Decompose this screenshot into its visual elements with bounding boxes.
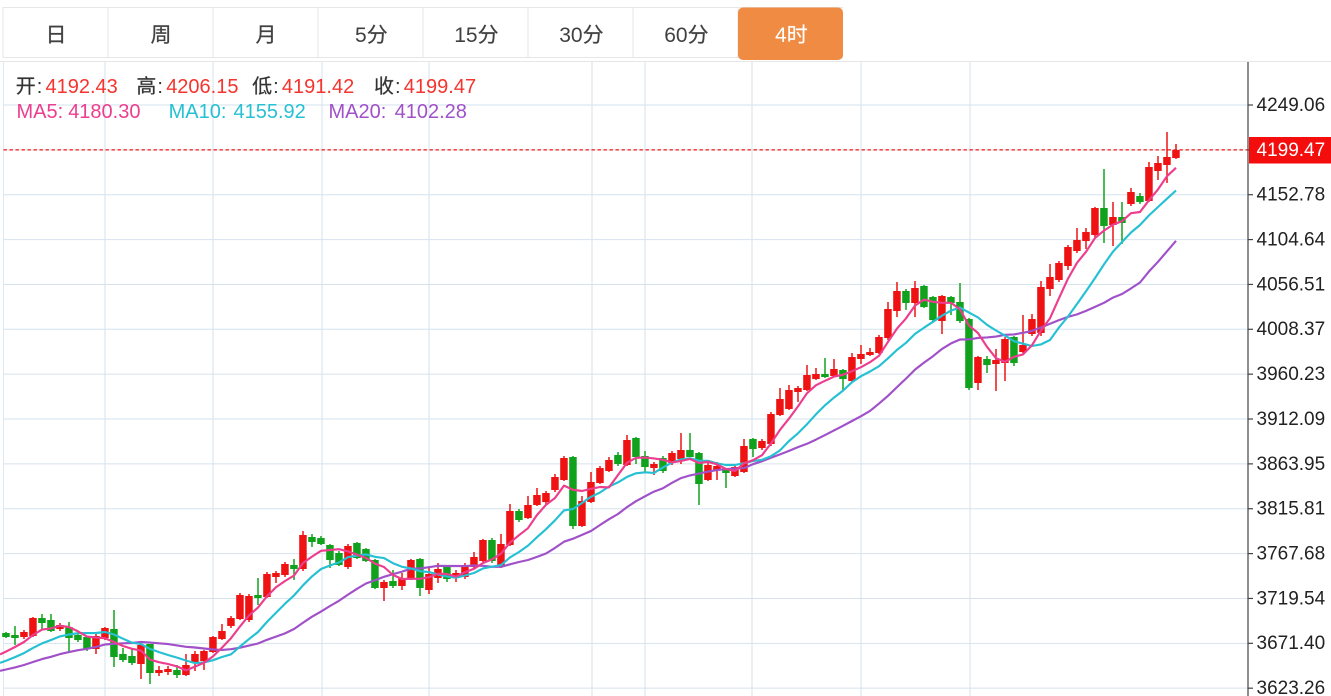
svg-text:60: 60 bbox=[664, 24, 687, 47]
svg-text:4191.42: 4191.42 bbox=[282, 76, 354, 98]
svg-text:3815.81: 3815.81 bbox=[1257, 499, 1326, 520]
svg-text:3912.09: 3912.09 bbox=[1257, 409, 1326, 430]
svg-text:4: 4 bbox=[775, 24, 787, 47]
svg-text:3623.26: 3623.26 bbox=[1257, 678, 1326, 696]
svg-text:15: 15 bbox=[454, 24, 477, 47]
svg-text:4104.64: 4104.64 bbox=[1257, 230, 1326, 251]
svg-text::: : bbox=[157, 76, 163, 98]
svg-text:3767.68: 3767.68 bbox=[1257, 544, 1326, 565]
svg-text:4180.30: 4180.30 bbox=[68, 101, 140, 123]
svg-text:3671.40: 3671.40 bbox=[1257, 633, 1326, 654]
svg-text:4199.47: 4199.47 bbox=[404, 76, 476, 98]
svg-text:MA10:: MA10: bbox=[169, 101, 227, 123]
svg-text::: : bbox=[273, 76, 279, 98]
svg-text:4008.37: 4008.37 bbox=[1257, 319, 1326, 340]
svg-text:4155.92: 4155.92 bbox=[234, 101, 306, 123]
svg-text:4249.06: 4249.06 bbox=[1257, 95, 1326, 116]
svg-text:30: 30 bbox=[559, 24, 582, 47]
svg-text:3863.95: 3863.95 bbox=[1257, 454, 1326, 475]
svg-text::: : bbox=[37, 76, 43, 98]
svg-text:4102.28: 4102.28 bbox=[395, 101, 467, 123]
svg-text:MA5:: MA5: bbox=[17, 101, 64, 123]
svg-text:4192.43: 4192.43 bbox=[46, 76, 118, 98]
svg-text:4152.78: 4152.78 bbox=[1257, 185, 1326, 206]
svg-text:MA20:: MA20: bbox=[329, 101, 387, 123]
svg-text:4206.15: 4206.15 bbox=[166, 76, 238, 98]
svg-text:5: 5 bbox=[355, 24, 367, 47]
svg-text:4199.47: 4199.47 bbox=[1257, 140, 1326, 161]
svg-text:4056.51: 4056.51 bbox=[1257, 274, 1326, 295]
svg-text::: : bbox=[395, 76, 401, 98]
svg-text:3960.23: 3960.23 bbox=[1257, 364, 1326, 385]
svg-text:3719.54: 3719.54 bbox=[1257, 588, 1326, 609]
